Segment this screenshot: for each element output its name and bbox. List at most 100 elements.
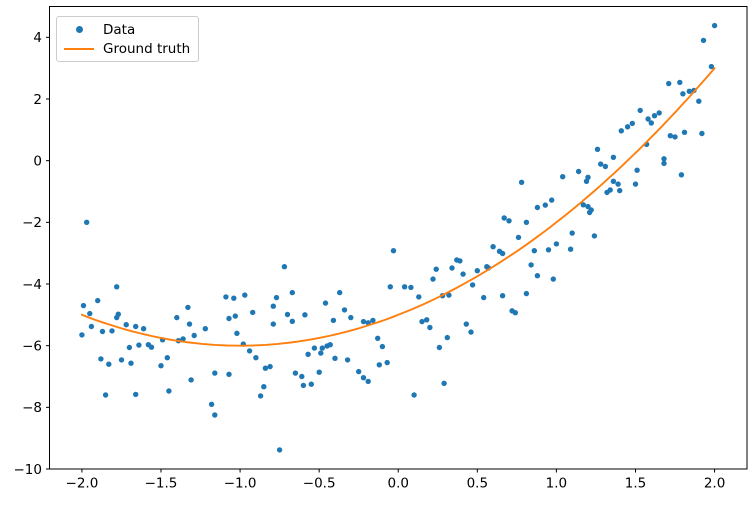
data-point [284, 311, 291, 318]
x-axis-tick-label: 1.5 [625, 476, 646, 492]
data-point [98, 356, 104, 362]
data-point [337, 289, 343, 296]
x-axis-tick-label: −0.5 [303, 476, 336, 492]
data-point [678, 172, 685, 178]
data-point [419, 318, 425, 325]
data-point [499, 250, 506, 257]
data-point [711, 22, 718, 29]
legend-entry-data: Data [57, 20, 190, 39]
data-point [231, 295, 237, 301]
data-point [308, 381, 314, 387]
y-axis-tick-label: −8 [22, 400, 42, 416]
data-point [463, 321, 469, 327]
data-point [686, 88, 692, 95]
data-point [348, 314, 354, 321]
data-point [270, 321, 276, 327]
data-point [109, 328, 115, 334]
data-point [202, 326, 208, 332]
data-point [575, 168, 582, 175]
data-point [126, 344, 133, 351]
data-point [433, 266, 439, 272]
data-point [133, 323, 139, 330]
data-point [634, 167, 640, 173]
data-point [594, 146, 601, 152]
data-point [102, 392, 109, 398]
data-point [123, 322, 129, 328]
data-point [699, 130, 705, 137]
ground-truth-curve [80, 67, 716, 347]
data-point [468, 329, 474, 335]
x-axis-tick-label: 1.0 [546, 476, 567, 492]
data-point [292, 370, 299, 376]
data-point [567, 246, 574, 252]
legend-label-data: Data [103, 21, 136, 38]
data-point [708, 63, 715, 70]
data-point [118, 357, 125, 363]
data-point [637, 107, 643, 114]
data-point [223, 294, 229, 300]
data-point [316, 369, 322, 375]
data-point [436, 344, 443, 351]
data-point [444, 334, 450, 341]
data-point [390, 248, 397, 254]
data-point [542, 202, 548, 208]
data-point [580, 202, 586, 208]
dot-icon [75, 26, 83, 33]
data-point [289, 318, 295, 324]
data-point [648, 120, 654, 126]
y-axis-tick-label: −6 [22, 338, 42, 354]
line-icon [64, 47, 94, 50]
data-point [545, 247, 552, 253]
data-point [481, 294, 487, 301]
data-point [585, 203, 591, 210]
plot-border [49, 6, 748, 470]
data-point [376, 362, 382, 368]
data-point [341, 307, 348, 313]
data-point [700, 37, 707, 44]
data-point [677, 79, 683, 86]
data-point [327, 342, 333, 348]
x-axis-tick-label: 2.0 [704, 476, 725, 492]
data-point [212, 412, 218, 418]
data-point [300, 382, 307, 389]
data-point [136, 342, 142, 348]
data-point [332, 355, 338, 361]
data-point [523, 290, 530, 297]
data-point [319, 345, 325, 351]
data-point [387, 284, 393, 290]
legend-entry-ground-truth: Ground truth [57, 39, 190, 58]
data-point [273, 294, 280, 301]
data-point [322, 300, 329, 306]
data-point [88, 323, 95, 330]
data-point [344, 357, 351, 363]
data-point [661, 156, 667, 162]
data-point [208, 401, 215, 407]
data-point [148, 344, 155, 350]
y-axis-tick-label: −10 [14, 462, 43, 478]
data-point [180, 336, 186, 342]
data-point [95, 297, 101, 304]
data-point [226, 315, 232, 322]
data-point [158, 363, 164, 369]
data-point [84, 219, 90, 225]
data-point [133, 391, 139, 398]
data-point [645, 116, 651, 122]
data-point [166, 388, 172, 394]
data-point [560, 174, 566, 180]
data-point [474, 268, 480, 274]
x-axis-tick-label: −2.0 [66, 476, 99, 492]
data-point [607, 187, 613, 193]
data-point [583, 178, 590, 184]
data-point [375, 335, 381, 341]
data-point [515, 234, 522, 241]
data-point [534, 273, 541, 279]
data-point [186, 321, 193, 327]
data-point [416, 294, 422, 300]
data-point [360, 375, 367, 381]
data-point [234, 330, 240, 336]
data-point [512, 310, 518, 316]
data-point [114, 284, 120, 290]
data-point [553, 241, 560, 247]
data-point [164, 355, 170, 361]
